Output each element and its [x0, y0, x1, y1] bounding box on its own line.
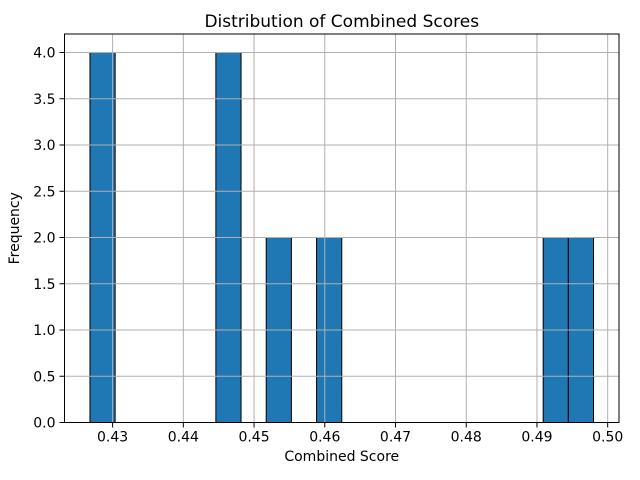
- x-tick-label: 0.46: [309, 430, 340, 446]
- tick-layer: 0.43 0.44 0.45 0.46 0.47 0.48 0.49 0.50 0.0 0.5 1.…: [33, 46, 623, 446]
- y-tick-label: 2.5: [33, 184, 55, 200]
- y-tick-label: 3.5: [33, 92, 55, 108]
- y-tick-label: 1.5: [33, 277, 55, 293]
- y-tick-label: 0.5: [33, 369, 55, 385]
- x-tick-label: 0.43: [97, 430, 128, 446]
- y-tick-label: 2.0: [33, 231, 55, 247]
- y-tick-label: 1.0: [33, 323, 55, 339]
- y-tick-label: 0.0: [33, 416, 55, 432]
- grid-layer: [64, 34, 619, 423]
- chart-title: Distribution of Combined Scores: [204, 12, 479, 32]
- x-tick-label: 0.47: [380, 430, 411, 446]
- x-axis-label: Combined Score: [284, 449, 399, 465]
- y-axis-label: Frequency: [7, 192, 23, 264]
- y-tick-label: 3.0: [33, 138, 55, 154]
- y-tick-label: 4.0: [33, 46, 55, 62]
- x-tick-label: 0.48: [451, 430, 482, 446]
- x-tick-label: 0.44: [168, 430, 199, 446]
- x-tick-label: 0.45: [238, 430, 269, 446]
- x-tick-label: 0.50: [592, 430, 623, 446]
- spine-layer: [64, 33, 620, 423]
- plot-border: [64, 33, 620, 423]
- x-tick-label: 0.49: [521, 430, 552, 446]
